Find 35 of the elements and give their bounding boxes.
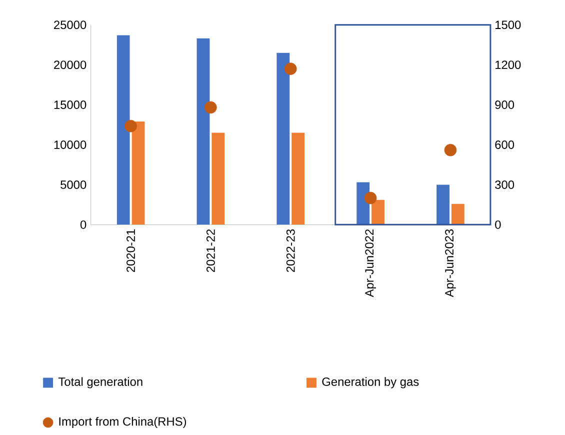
legend-label: Total generation — [58, 376, 142, 388]
y2-tick-label: 1500 — [496, 20, 521, 29]
bar — [372, 200, 384, 224]
point — [284, 62, 297, 75]
y-tick-label: 10000 — [54, 140, 86, 149]
bar — [132, 121, 145, 224]
bar — [276, 52, 290, 224]
y-tick-label: 5000 — [60, 180, 86, 189]
x-tick-label: Apr-Jun2022 — [365, 229, 376, 297]
point — [204, 101, 217, 114]
x-tick-label: 2020-21 — [126, 229, 135, 272]
y2-tick-label: 1200 — [496, 60, 521, 69]
point — [124, 120, 137, 132]
bar — [451, 204, 464, 224]
y2-tick-label: 0 — [495, 220, 501, 229]
x-tick-label: 2022-23 — [286, 229, 295, 272]
y-tick-label: 20000 — [54, 60, 86, 69]
legend-label: Import from China(RHS) — [59, 416, 186, 428]
y2-tick-label: 900 — [495, 100, 514, 109]
bar — [292, 132, 305, 224]
y-tick-label: 0 — [80, 220, 86, 229]
x-tick-label: Apr-Jun2023 — [445, 229, 456, 297]
y-tick-label: 15000 — [54, 100, 86, 109]
y2-tick-label: 600 — [495, 140, 514, 149]
bar — [196, 38, 210, 224]
point — [444, 144, 457, 156]
bar — [356, 182, 370, 224]
bar — [212, 132, 225, 224]
legend-label: Generation by gas — [322, 376, 419, 388]
bar — [436, 184, 450, 224]
point — [364, 192, 377, 204]
x-tick-label: 2021-22 — [206, 229, 215, 272]
y2-tick-label: 300 — [495, 180, 514, 189]
y-tick-label: 25000 — [54, 20, 86, 29]
bar — [116, 35, 130, 224]
